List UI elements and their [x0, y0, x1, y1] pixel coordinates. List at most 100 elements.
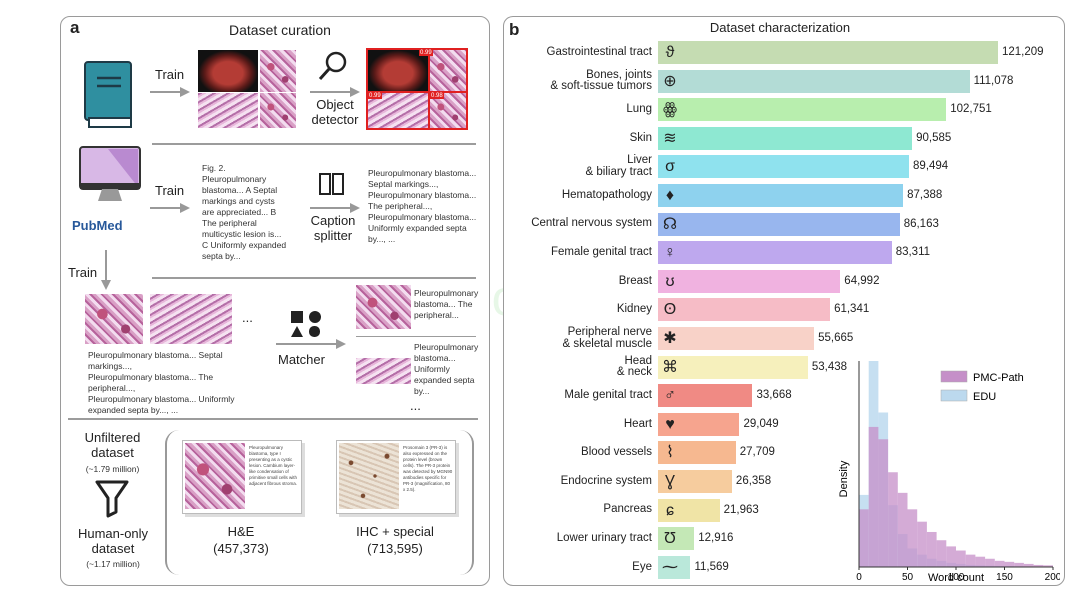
train-label-2: Train	[155, 183, 185, 198]
hist-bin-pmc	[897, 492, 908, 567]
figure-caption-text: Fig. 2. Pleuropulmonary blastoma... A Se…	[202, 163, 287, 261]
bar-17	[658, 527, 695, 551]
he-card-text: Pleuropulmonary blastoma, type I present…	[249, 445, 298, 486]
value-label: 26,358	[735, 475, 772, 487]
histogram-inset: 0 50 100 150 200 Word count Density PMC-Path EDU	[835, 355, 1062, 584]
hist-bin-pmc	[994, 560, 1005, 567]
arrow-right-4	[310, 201, 360, 219]
x-tick-label: 200	[1045, 572, 1060, 583]
arrow-right-3	[150, 201, 190, 219]
category-label: Breast	[618, 274, 652, 287]
ihc-count: (713,595)	[367, 541, 423, 556]
panel-a-title: Dataset curation	[229, 22, 331, 38]
value-label: 64,992	[844, 274, 880, 287]
category-label: Lower urinary tract	[556, 531, 652, 544]
match-divider	[356, 336, 476, 337]
bar-1	[658, 69, 970, 93]
stomach-icon: ϑ	[665, 44, 675, 61]
book-icon	[83, 60, 135, 130]
male-icon: ♂	[664, 387, 676, 405]
x-axis-label: Word count	[928, 572, 984, 583]
matched-right-caption-2: Pleuropulmonary blastoma... Uniformly ex…	[414, 342, 479, 396]
legend-label: PMC-Path	[973, 372, 1024, 384]
hist-bin-pmc	[868, 426, 879, 567]
matcher-he-tile-1	[85, 294, 143, 344]
he-card: Pleuropulmonary blastoma, type I present…	[182, 440, 302, 514]
caption-splitter-label: Caption splitter	[310, 213, 356, 243]
train-label-3: Train	[68, 265, 98, 280]
he-tile-3	[260, 93, 296, 128]
matched-tile-1	[356, 285, 411, 329]
x-tick-label: 0	[856, 572, 862, 583]
hist-bin-pmc	[946, 546, 956, 567]
bar-9	[658, 298, 831, 322]
caption-splitter-icon	[318, 172, 346, 203]
ihc-card: Prosomain 3 (PR-3) is also expressed on …	[336, 440, 456, 514]
hist-bin-pmc	[965, 554, 976, 567]
monitor-icon	[78, 145, 142, 205]
brain-icon: ☊	[662, 215, 678, 233]
detected-gross-tile	[366, 48, 430, 94]
value-label: 55,665	[818, 332, 854, 344]
legend-swatch	[940, 389, 968, 402]
x-tick-label: 100	[948, 572, 965, 583]
breast-icon: ʊ	[665, 272, 675, 290]
hist-bin-pmc	[1014, 562, 1024, 567]
category-label: Female genital tract	[551, 245, 652, 258]
he-tile-2	[198, 93, 258, 128]
value-label: 33,668	[756, 389, 792, 402]
category-label: Heart	[623, 417, 652, 430]
detected-he-tile-1	[428, 48, 468, 94]
hist-bin-pmc	[975, 556, 986, 567]
detect-score-1: 0.99	[419, 50, 433, 56]
female-icon: ♀	[664, 244, 676, 262]
legend-label: EDU	[973, 391, 996, 403]
he-label: H&E	[227, 524, 255, 539]
bar-16	[658, 498, 720, 522]
value-label: 27,709	[739, 446, 775, 459]
value-label: 111,078	[973, 74, 1014, 87]
category-label: Gastrointestinal tract	[546, 45, 652, 58]
category-label: Endocrine system	[560, 474, 652, 487]
matched-right-caption-1: Pleuropulmonary blastoma... The peripher…	[414, 288, 479, 320]
value-label: 86,163	[903, 217, 939, 230]
category-label: Central nervous system	[531, 217, 652, 230]
blood-vessel-icon: ⌇	[666, 444, 674, 462]
head-neck-icon: ⌘	[662, 358, 678, 376]
panel-a-label: a	[70, 18, 80, 37]
category-label: Liver & biliary tract	[585, 154, 652, 178]
bar-15	[658, 470, 732, 493]
bar-12	[658, 384, 753, 408]
hist-bin-pmc	[888, 472, 898, 567]
eye-icon: ⁓	[662, 558, 678, 576]
hist-bin-pmc	[1043, 565, 1053, 567]
object-detector-label: Object detector	[311, 97, 359, 127]
value-label: 121,209	[1002, 46, 1044, 58]
divider-1	[152, 143, 476, 145]
bar-5	[658, 184, 904, 207]
he-count: (457,373)	[213, 541, 269, 556]
category-label: Head & neck	[616, 354, 652, 379]
hist-bin-pmc	[1023, 563, 1034, 567]
value-label: 90,585	[916, 131, 952, 144]
arrow-down	[100, 250, 112, 295]
category-label: Skin	[629, 131, 652, 144]
matched-tile-2	[356, 358, 411, 384]
bone-icon: ⊕	[663, 72, 677, 90]
divider-2	[152, 277, 476, 279]
detect-score-2: 0.99	[368, 93, 382, 99]
hist-bin-pmc	[917, 521, 927, 567]
bar-10	[658, 327, 815, 350]
bar-3	[658, 126, 913, 150]
arrow-right-1	[150, 85, 190, 103]
hist-bin-pmc	[907, 509, 918, 567]
category-label: Bones, joints & soft-tissue tumors	[550, 68, 652, 93]
dataset-bracket	[165, 430, 474, 575]
category-label: Blood vessels	[581, 446, 652, 459]
category-label: Hematopathology	[561, 188, 652, 201]
blood-drop-icon: ♦	[665, 187, 675, 204]
bar-7	[658, 241, 892, 265]
value-label: 102,751	[950, 103, 992, 116]
human-only-count: (~1.17 million)	[86, 559, 140, 569]
